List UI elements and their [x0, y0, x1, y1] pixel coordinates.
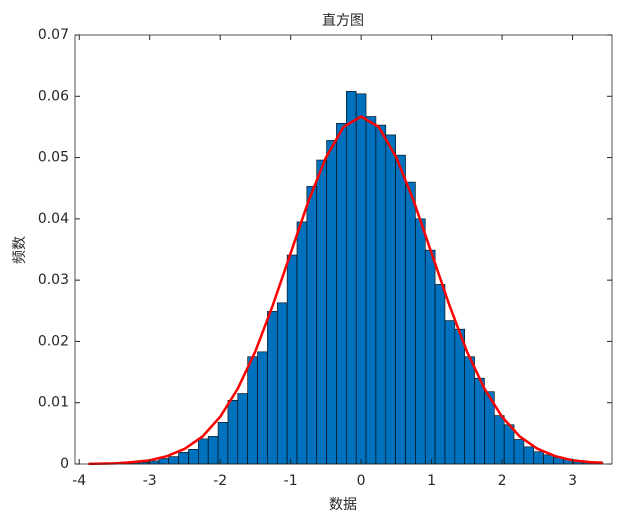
bar [375, 124, 387, 465]
bar [503, 424, 515, 465]
fit-curve [88, 115, 603, 466]
bar [405, 181, 416, 465]
bar [494, 415, 505, 465]
bar [257, 351, 268, 465]
bar [395, 154, 406, 465]
bar [434, 284, 446, 465]
chart-title: 直方图 [322, 12, 364, 29]
bar [444, 320, 456, 465]
y-tick-label: 0.07 [38, 27, 69, 43]
y-tick-label: 0.06 [38, 88, 69, 104]
bar [336, 122, 347, 465]
bar [523, 446, 535, 465]
bar [198, 438, 209, 465]
bar [267, 311, 278, 465]
y-tick-label: 0.05 [38, 150, 69, 166]
bar [326, 140, 337, 465]
x-tick-label: 0 [357, 473, 366, 489]
y-tick-label: 0.03 [38, 272, 69, 288]
bar [227, 399, 239, 465]
bar [424, 249, 436, 465]
x-tick-label: 3 [568, 473, 577, 489]
x-tick-label: -3 [143, 473, 157, 489]
bar [385, 134, 396, 465]
bar [276, 302, 288, 465]
x-tick-label: -2 [213, 473, 227, 489]
bar [316, 159, 327, 465]
bar [543, 454, 554, 465]
bar [168, 456, 179, 465]
axes-box [74, 34, 613, 465]
bar [355, 93, 367, 465]
bar [217, 422, 229, 465]
y-axis-label: 频数 [12, 236, 28, 264]
bar [247, 356, 258, 465]
bar [513, 439, 525, 465]
bar [178, 452, 189, 465]
bar [188, 448, 199, 465]
bar [415, 218, 426, 465]
bar [454, 328, 466, 465]
x-tick-label: -4 [72, 473, 86, 489]
bar [346, 91, 357, 465]
bar [237, 393, 248, 465]
x-tick-label: 2 [498, 473, 507, 489]
y-tick-label: 0.02 [38, 333, 69, 349]
bar [474, 377, 485, 465]
x-tick-label: 1 [427, 473, 436, 489]
y-tick-label: 0.04 [38, 211, 69, 227]
y-tick-label: 0 [60, 456, 69, 472]
x-axis-label: 数据 [329, 497, 357, 513]
bar [533, 451, 544, 465]
bar [296, 221, 308, 465]
y-tick-label: 0.01 [38, 395, 69, 411]
bar [365, 116, 377, 465]
x-tick-label: -1 [284, 473, 298, 489]
bar [207, 436, 219, 465]
bar [286, 254, 298, 465]
bar [158, 458, 170, 465]
bar [464, 356, 475, 465]
bar [306, 186, 318, 465]
